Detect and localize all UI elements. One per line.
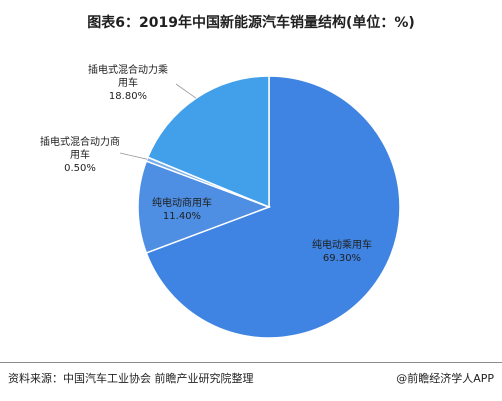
leader-line-4	[175, 83, 197, 99]
slice-label-4: 插电式混合动力乘用车 18.80%	[88, 63, 168, 102]
slice-label-3: 插电式混合动力商用车 0.50%	[40, 135, 120, 174]
pie-labels: 纯电动乘用车 69.30% 纯电动商用车 11.40% 插电式混合动力商用车 0.50% 插…	[40, 63, 372, 264]
brand-note: @前瞻经济学人APP	[396, 372, 494, 385]
footer-divider	[0, 362, 502, 363]
slice-label-1: 纯电动乘用车 69.30%	[312, 238, 372, 264]
source-note: 资料来源：中国汽车工业协会 前瞻产业研究院整理	[8, 372, 254, 385]
slice-label-2: 纯电动商用车 11.40%	[152, 196, 212, 222]
pie-slice-2	[137, 160, 272, 254]
pie-chart: 纯电动乘用车 69.30% 纯电动商用车 11.40% 插电式混合动力商用车 0.50% 插…	[40, 63, 401, 339]
chart-title: 图表6：2019年中国新能源汽车销量结构(单位：%)	[87, 15, 415, 31]
pie-slice-4	[146, 75, 270, 209]
leader-line-3	[119, 152, 148, 160]
pie-slice-1	[145, 75, 401, 339]
pie-slices	[137, 75, 401, 339]
